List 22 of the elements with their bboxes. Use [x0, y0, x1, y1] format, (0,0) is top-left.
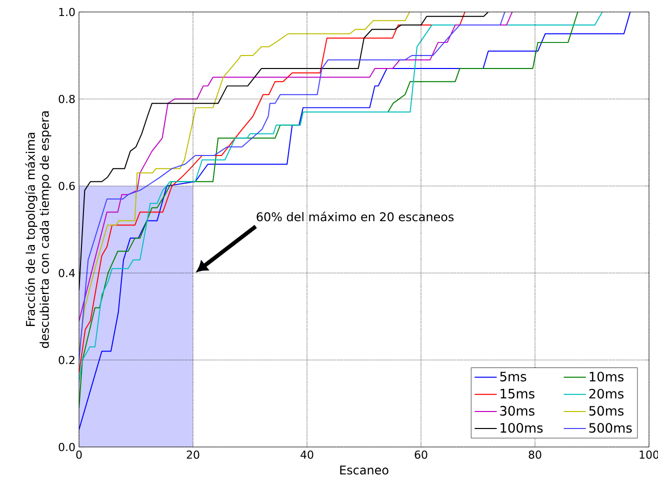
legend-label: 30ms — [500, 406, 534, 416]
legend-label: 50ms — [589, 406, 624, 416]
legend-label: 100ms — [500, 422, 543, 433]
x-tick-label: 60 — [414, 450, 428, 459]
x-tick-label: 0 — [76, 450, 82, 459]
legend-label: 500ms — [589, 422, 632, 433]
y-tick-label: 0.0 — [58, 442, 75, 452]
annotation: 60% del máximo en 20 escaneos — [256, 212, 454, 222]
legend-label: 10ms — [590, 372, 624, 382]
y-tick-label: 0.4 — [58, 268, 75, 278]
x-tick-label: 40 — [300, 450, 314, 459]
x-tick-label: 80 — [528, 450, 542, 459]
legend-label: 20ms — [589, 388, 624, 399]
y-axis-title: Fracción de la topología máxima descubierta con cada tiempo de espera — [25, 111, 52, 348]
x-tick-label: 20 — [186, 450, 200, 459]
legend-label: 15ms — [500, 388, 534, 399]
y-tick-label: 0.6 — [58, 182, 75, 190]
x-axis-title: Escaneo — [340, 466, 388, 475]
y-tick-label: 0.2 — [58, 356, 74, 364]
y-tick-label: 0.8 — [58, 94, 75, 104]
y-tick-label: 1.0 — [59, 8, 75, 16]
legend-label: 5ms — [500, 372, 526, 382]
